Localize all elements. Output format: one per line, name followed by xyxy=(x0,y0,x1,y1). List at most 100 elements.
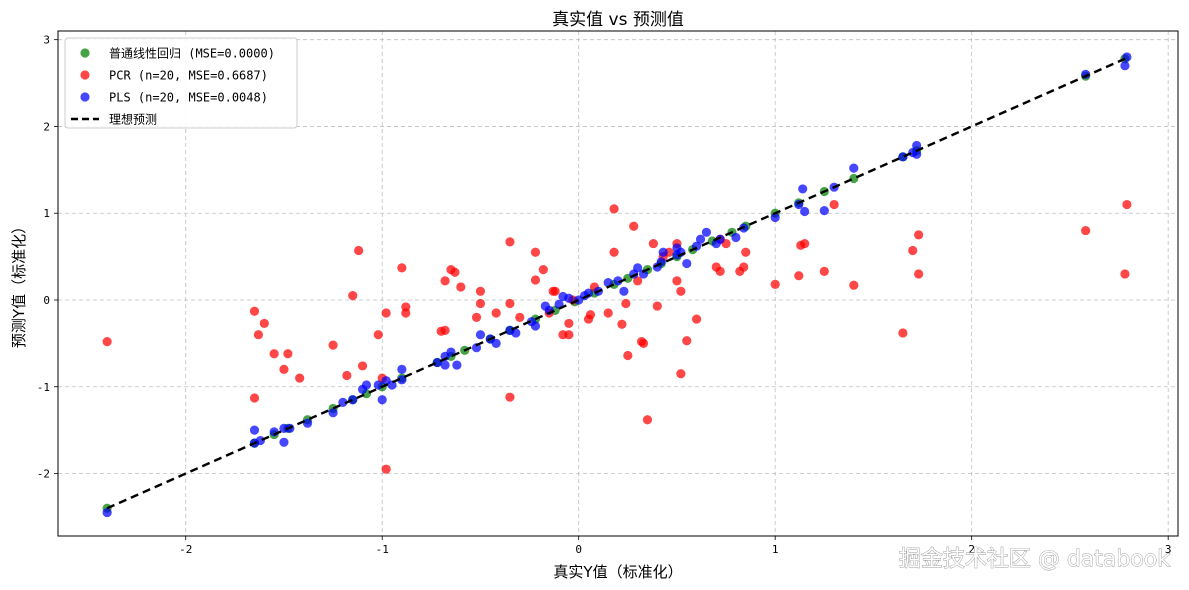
data-point xyxy=(741,247,751,257)
data-point xyxy=(676,369,686,379)
ideal-line-layer xyxy=(106,56,1128,510)
data-point xyxy=(583,288,594,298)
data-point xyxy=(613,276,623,286)
data-point xyxy=(715,266,725,276)
data-point xyxy=(609,204,619,214)
data-point xyxy=(440,325,450,335)
data-point xyxy=(770,212,780,223)
data-point xyxy=(440,360,450,370)
data-point xyxy=(800,238,810,249)
chart-title: 真实值 vs 预测值 xyxy=(552,10,684,30)
data-point xyxy=(348,291,358,301)
data-point xyxy=(373,380,383,390)
data-point xyxy=(609,247,619,257)
x-tick-label: -2 xyxy=(179,543,192,556)
grid xyxy=(58,31,1178,536)
data-point xyxy=(357,361,368,371)
data-point xyxy=(515,312,525,322)
legend-marker xyxy=(80,92,90,102)
data-point xyxy=(658,247,668,257)
data-point xyxy=(633,276,643,286)
data-point xyxy=(676,286,686,296)
legend-box xyxy=(64,37,298,129)
data-point xyxy=(898,328,908,338)
data-point xyxy=(603,308,613,318)
data-point xyxy=(849,173,859,184)
data-point xyxy=(102,507,112,518)
x-tick-label: 1 xyxy=(772,543,779,556)
x-tick-label: 2 xyxy=(968,543,975,556)
legend-label: PLS (n=20, MSE=0.0048) xyxy=(109,91,268,105)
data-point xyxy=(638,269,649,279)
data-point xyxy=(638,338,649,348)
data-point xyxy=(849,163,859,173)
data-point xyxy=(914,230,924,240)
legend: 普通线性回归 (MSE=0.0000) PCR (n=20, MSE=0.6687… xyxy=(64,37,298,129)
data-point xyxy=(800,206,810,217)
data-point xyxy=(505,392,515,402)
data-point xyxy=(342,370,352,381)
data-point xyxy=(898,152,908,162)
y-tick-label: -1 xyxy=(37,381,50,394)
data-point xyxy=(255,435,265,446)
data-point xyxy=(491,308,501,318)
data-point xyxy=(623,350,633,361)
data-point xyxy=(397,263,407,273)
data-point xyxy=(633,263,643,273)
data-point xyxy=(908,245,918,256)
data-point xyxy=(491,338,501,348)
data-point xyxy=(564,330,574,340)
data-point xyxy=(511,328,521,338)
x-tick-label: 0 xyxy=(575,543,582,556)
data-point xyxy=(505,237,515,247)
data-point xyxy=(829,199,839,210)
data-point xyxy=(456,282,466,292)
data-point xyxy=(377,395,387,405)
data-point xyxy=(798,184,808,194)
data-point xyxy=(295,373,305,383)
data-point xyxy=(475,330,486,340)
data-point xyxy=(249,306,260,316)
data-point xyxy=(338,397,348,407)
data-point xyxy=(259,318,269,329)
data-point xyxy=(381,308,391,318)
y-tick-label: 1 xyxy=(43,207,50,220)
data-point xyxy=(283,349,293,359)
data-point xyxy=(564,318,574,329)
data-point xyxy=(682,258,692,269)
data-point xyxy=(397,364,407,375)
x-tick-label: 3 xyxy=(1165,543,1172,556)
data-point xyxy=(328,408,338,418)
data-point xyxy=(354,245,364,256)
data-point xyxy=(550,286,560,296)
data-point xyxy=(912,149,922,159)
data-point xyxy=(471,312,482,322)
data-point xyxy=(739,262,749,272)
data-point xyxy=(269,349,279,359)
data-point xyxy=(348,395,358,405)
data-point xyxy=(249,393,260,403)
data-point xyxy=(432,357,442,368)
data-point xyxy=(691,314,702,324)
watermark: 掘金技术社区 @ databook xyxy=(899,547,1170,572)
data-point xyxy=(471,343,482,353)
data-point xyxy=(328,340,338,350)
data-point xyxy=(770,279,780,289)
legend-marker xyxy=(80,70,90,80)
data-point xyxy=(530,247,541,257)
data-point xyxy=(652,301,662,311)
data-point xyxy=(505,298,515,309)
data-point xyxy=(642,415,653,425)
legend-label: 普通线性回归 (MSE=0.0000) xyxy=(109,47,275,61)
data-point xyxy=(701,227,712,237)
data-point xyxy=(731,232,741,243)
data-point xyxy=(914,269,924,279)
data-point xyxy=(619,286,629,296)
data-point xyxy=(648,238,658,249)
x-tick-label: -1 xyxy=(376,543,389,556)
data-point xyxy=(1081,225,1091,236)
y-tick-label: -2 xyxy=(37,468,50,481)
data-point xyxy=(440,276,450,286)
y-tick-label: 2 xyxy=(43,120,50,133)
